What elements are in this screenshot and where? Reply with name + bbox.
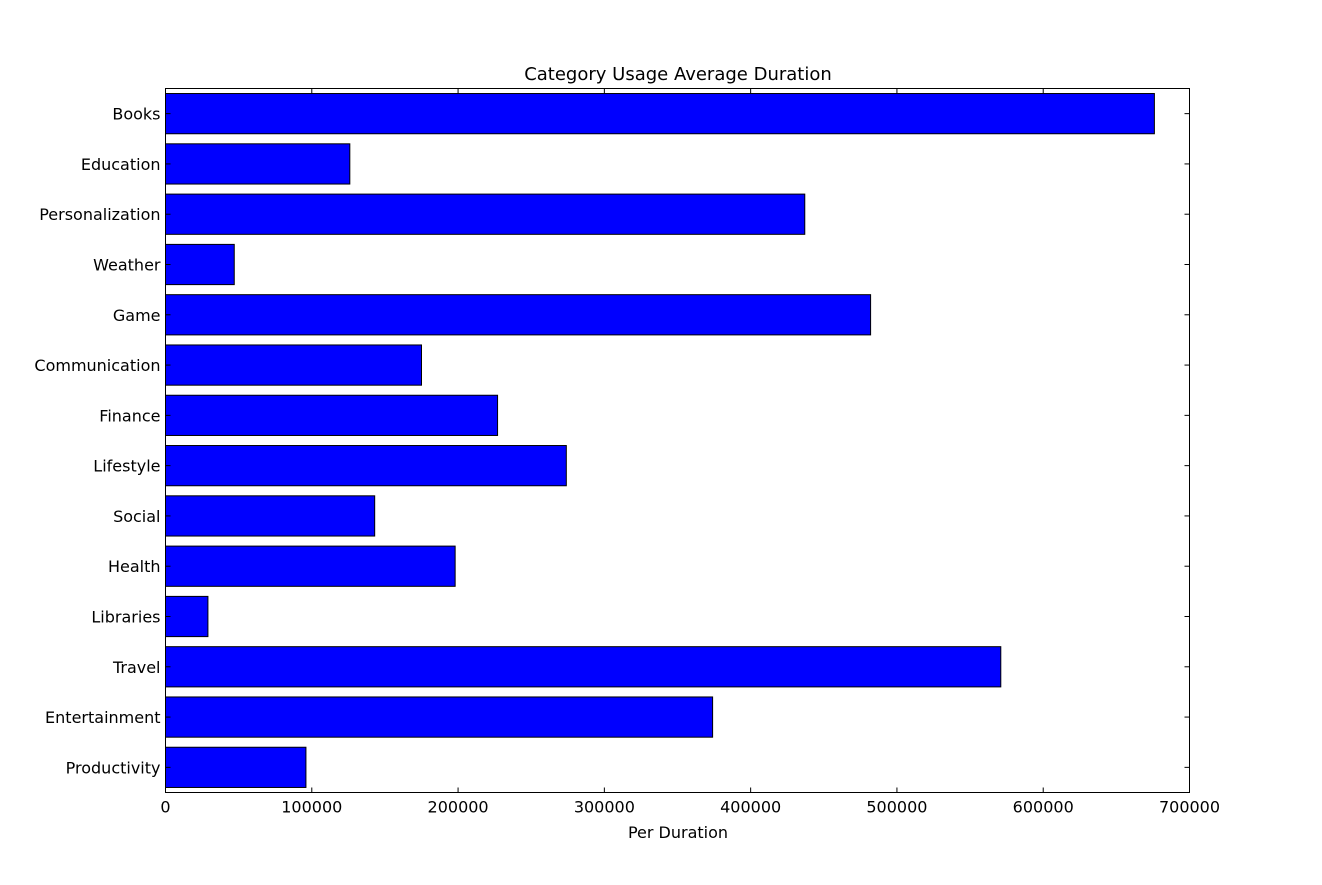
chart-title: Category Usage Average Duration xyxy=(524,64,832,85)
bar-weather xyxy=(165,243,235,286)
y-tick-label-personalization: Personalization xyxy=(39,205,160,224)
bar-libraries xyxy=(165,595,209,638)
x-tick-label-700000: 700000 xyxy=(1159,798,1220,817)
y-tick-label-lifestyle: Lifestyle xyxy=(93,457,160,476)
bars-layer xyxy=(165,93,1155,788)
y-tick-label-books: Books xyxy=(112,105,160,124)
y-tick-label-health: Health xyxy=(108,557,161,576)
bar-game xyxy=(165,294,872,336)
bar-communication xyxy=(165,344,422,386)
x-tick-label-200000: 200000 xyxy=(428,798,489,817)
bar-travel xyxy=(165,646,1002,688)
plot-frame xyxy=(165,88,1190,793)
x-tick-labels: 0 100000 200000 300000 400000 500000 600000 700… xyxy=(160,88,1220,817)
bar-entertainment xyxy=(165,696,714,738)
x-tick-label-400000: 400000 xyxy=(720,798,781,817)
bar-personalization xyxy=(165,193,806,235)
x-axis-label: Per Duration xyxy=(628,823,728,842)
bar-social xyxy=(165,495,376,537)
x-tick-label-300000: 300000 xyxy=(574,798,635,817)
bar-education xyxy=(165,143,351,185)
y-tick-label-productivity: Productivity xyxy=(66,758,161,777)
y-tick-label-education: Education xyxy=(81,155,161,174)
bar-productivity xyxy=(165,746,307,788)
bar-health xyxy=(165,545,456,587)
y-tick-labels: Books Education Personalization Weather Game… xyxy=(34,105,1190,777)
x-tick-label-500000: 500000 xyxy=(866,798,927,817)
bar-books xyxy=(165,93,1155,135)
y-tick-label-weather: Weather xyxy=(93,256,161,275)
y-tick-label-travel: Travel xyxy=(112,658,161,677)
y-tick-label-game: Game xyxy=(113,306,161,325)
x-tick-label-100000: 100000 xyxy=(281,798,342,817)
x-tick-label-0: 0 xyxy=(160,798,170,817)
x-tick-label-600000: 600000 xyxy=(1013,798,1074,817)
bar-lifestyle xyxy=(165,445,567,487)
y-tick-label-entertainment: Entertainment xyxy=(45,708,160,727)
y-tick-label-social: Social xyxy=(113,507,160,526)
bar-finance xyxy=(165,394,499,436)
y-tick-label-communication: Communication xyxy=(34,356,160,375)
y-tick-label-libraries: Libraries xyxy=(91,608,160,627)
y-tick-label-finance: Finance xyxy=(99,406,160,425)
